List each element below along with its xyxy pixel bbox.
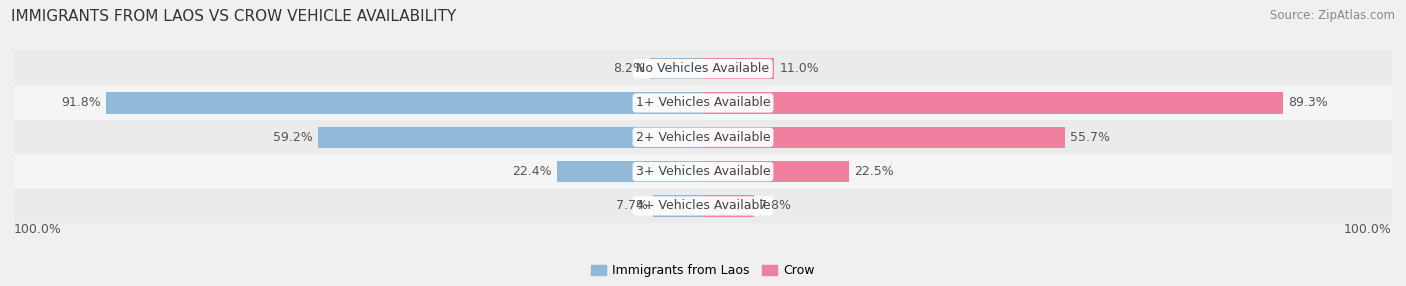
Text: 1+ Vehicles Available: 1+ Vehicles Available xyxy=(636,96,770,110)
Text: 59.2%: 59.2% xyxy=(273,131,314,144)
Bar xyxy=(703,92,1284,114)
Text: 3+ Vehicles Available: 3+ Vehicles Available xyxy=(636,165,770,178)
Bar xyxy=(14,86,1392,120)
Bar xyxy=(557,161,703,182)
Bar xyxy=(652,195,703,217)
Text: 2+ Vehicles Available: 2+ Vehicles Available xyxy=(636,131,770,144)
Bar xyxy=(650,58,703,79)
Text: 89.3%: 89.3% xyxy=(1288,96,1329,110)
Text: 22.5%: 22.5% xyxy=(855,165,894,178)
Text: 55.7%: 55.7% xyxy=(1070,131,1111,144)
Text: 91.8%: 91.8% xyxy=(62,96,101,110)
Bar xyxy=(107,92,703,114)
Text: 7.7%: 7.7% xyxy=(616,199,648,212)
Bar xyxy=(14,120,1392,154)
Text: Source: ZipAtlas.com: Source: ZipAtlas.com xyxy=(1270,9,1395,21)
Bar xyxy=(703,58,775,79)
Text: No Vehicles Available: No Vehicles Available xyxy=(637,62,769,75)
Text: 100.0%: 100.0% xyxy=(1344,223,1392,236)
Text: 22.4%: 22.4% xyxy=(513,165,553,178)
Bar xyxy=(703,127,1064,148)
Bar xyxy=(703,161,849,182)
Text: IMMIGRANTS FROM LAOS VS CROW VEHICLE AVAILABILITY: IMMIGRANTS FROM LAOS VS CROW VEHICLE AVA… xyxy=(11,9,457,23)
Bar xyxy=(14,51,1392,86)
Text: 7.8%: 7.8% xyxy=(759,199,792,212)
Bar xyxy=(318,127,703,148)
Text: 100.0%: 100.0% xyxy=(14,223,62,236)
Text: 8.2%: 8.2% xyxy=(613,62,644,75)
Bar xyxy=(14,154,1392,189)
Bar xyxy=(14,189,1392,223)
Bar xyxy=(703,195,754,217)
Text: 11.0%: 11.0% xyxy=(780,62,820,75)
Legend: Immigrants from Laos, Crow: Immigrants from Laos, Crow xyxy=(586,259,820,282)
Text: 4+ Vehicles Available: 4+ Vehicles Available xyxy=(636,199,770,212)
